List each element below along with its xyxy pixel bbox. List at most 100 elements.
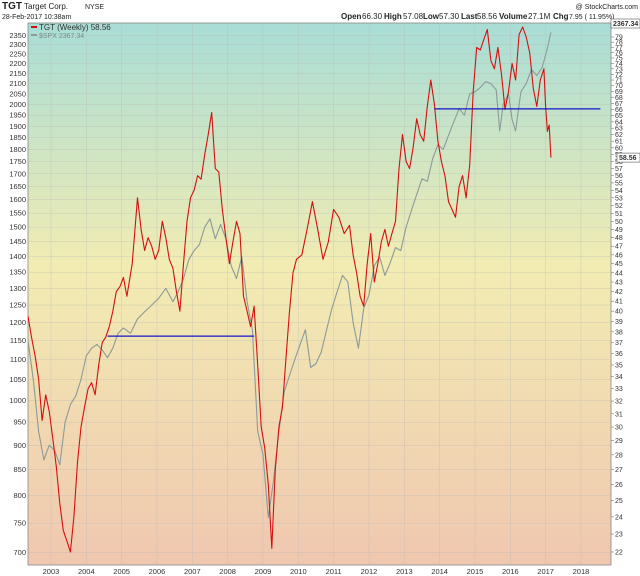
x-tick-label: 2006 xyxy=(149,567,166,576)
spx-last-tag: 2367.34 xyxy=(613,21,638,28)
x-tick-label: 2005 xyxy=(113,567,130,576)
right-tick-label: 52 xyxy=(615,203,623,210)
left-tick-label: 1200 xyxy=(9,318,26,327)
right-tick-label: 61 xyxy=(615,139,623,146)
low-value: 57.30 xyxy=(439,12,460,21)
right-tick-label: 41 xyxy=(615,299,623,306)
right-tick-label: 42 xyxy=(615,289,623,296)
right-tick-label: 58 xyxy=(615,159,623,166)
right-tick-label: 26 xyxy=(615,482,623,489)
series-layer xyxy=(28,26,552,553)
right-tick-label: 69 xyxy=(615,89,623,96)
x-tick-label: 2009 xyxy=(255,567,272,576)
right-tick-label: 39 xyxy=(615,319,623,326)
left-tick-label: 1100 xyxy=(10,355,26,364)
header-symbol: TGT xyxy=(2,1,22,12)
left-tick-label: 2050 xyxy=(9,89,26,98)
left-axis: 700 750 800 850 900 950 1000 1050 1100 1150 1200 12… xyxy=(9,31,26,557)
right-tick-label: 64 xyxy=(615,119,623,126)
right-tick-label: 76 xyxy=(615,50,623,57)
left-tick-label: 1850 xyxy=(9,133,26,142)
x-tick-label: 2011 xyxy=(326,567,342,576)
reference-lines xyxy=(107,108,601,337)
volume-label: Volume xyxy=(499,12,528,21)
right-tick-label: 29 xyxy=(615,438,623,445)
right-tick-label: 37 xyxy=(615,340,623,347)
tgt-series-line xyxy=(28,26,552,553)
right-tick-label: 75 xyxy=(615,55,623,62)
open-label: Open xyxy=(341,12,362,21)
x-tick-label: 2013 xyxy=(396,567,413,576)
right-tick-label: 43 xyxy=(615,280,623,287)
left-tick-label: 750 xyxy=(13,519,26,528)
right-tick-label: 70 xyxy=(615,83,623,90)
right-tick-label: 38 xyxy=(615,329,623,336)
left-tick-label: 2100 xyxy=(9,79,26,88)
spx-last-tag-box xyxy=(610,18,640,29)
left-tick-label: 1250 xyxy=(9,301,26,310)
legend: TGT (Weekly) 58.56 $SPX 2367.34 xyxy=(31,23,111,40)
tgt-last-tag: 58.56 xyxy=(619,155,637,162)
left-tick-label: 2200 xyxy=(9,59,26,68)
left-tick-label: 1150 xyxy=(10,336,26,345)
right-tick-label: 57 xyxy=(615,166,623,173)
low-label: Low xyxy=(423,12,440,21)
left-tick-label: 1750 xyxy=(9,157,26,166)
right-tick-label: 28 xyxy=(615,452,623,459)
left-tick-label: 2300 xyxy=(9,40,26,49)
right-tick-label: 56 xyxy=(615,173,623,180)
right-tick-label: 63 xyxy=(615,126,623,133)
left-tick-label: 2250 xyxy=(9,50,26,59)
left-tick-label: 1800 xyxy=(9,145,26,154)
x-tick-label: 2007 xyxy=(184,567,201,576)
right-tick-label: 47 xyxy=(615,244,623,251)
right-tick-label: 68 xyxy=(615,95,623,102)
right-tick-label: 60 xyxy=(615,145,623,152)
right-tick-label: 23 xyxy=(615,532,623,539)
header-date: 28-Feb-2017 10:38am xyxy=(2,14,71,21)
header-company: Target Corp. xyxy=(24,2,68,11)
left-tick-label: 950 xyxy=(13,418,26,427)
right-tick-label: 36 xyxy=(615,351,623,358)
left-tick-label: 1900 xyxy=(9,122,26,131)
left-tick-label: 1950 xyxy=(9,111,26,120)
right-tick-label: 49 xyxy=(615,227,623,234)
chg-label: Chg xyxy=(553,12,569,21)
left-tick-label: 850 xyxy=(13,465,26,474)
legend-entry-tgt: TGT (Weekly) 58.56 xyxy=(39,23,111,32)
x-tick-label: 2015 xyxy=(467,567,484,576)
right-tick-label: 27 xyxy=(615,467,623,474)
left-tick-label: 1700 xyxy=(9,169,26,178)
right-tick-label: 46 xyxy=(615,252,623,259)
x-tick-label: 2010 xyxy=(290,567,307,576)
right-tick-label: 67 xyxy=(615,101,623,108)
right-tick-label: 22 xyxy=(615,549,623,556)
x-tick-label: 2016 xyxy=(502,567,519,576)
right-tick-label: 25 xyxy=(615,498,623,505)
volume-value: 27.1M xyxy=(528,12,551,21)
right-tick-label: 77 xyxy=(615,45,623,52)
left-tick-label: 1450 xyxy=(9,237,26,246)
left-tick-label: 1350 xyxy=(9,268,26,277)
right-tick-label: 72 xyxy=(615,72,623,79)
x-tick-label: 2018 xyxy=(573,567,590,576)
right-tick-label: 78 xyxy=(615,40,623,47)
right-tick-label: 45 xyxy=(615,261,623,268)
high-label: High xyxy=(384,12,402,21)
right-tick-label: 48 xyxy=(615,235,623,242)
watermark: @ StockCharts.com xyxy=(576,4,639,11)
last-value: 58.56 xyxy=(477,12,498,21)
right-tick-label: 50 xyxy=(615,219,623,226)
left-tick-label: 800 xyxy=(13,491,26,500)
right-tick-label: 44 xyxy=(615,270,623,277)
x-tick-label: 2003 xyxy=(43,567,60,576)
right-tick-label: 32 xyxy=(615,399,623,406)
chg-value: 7.95 ( 11.95%) xyxy=(569,14,614,21)
right-tick-label: 34 xyxy=(615,374,623,381)
x-tick-label: 2012 xyxy=(361,567,378,576)
right-tick-label: 24 xyxy=(615,514,623,521)
right-tick-label: 31 xyxy=(615,411,623,418)
right-tick-label: 51 xyxy=(615,211,623,218)
left-tick-label: 1500 xyxy=(9,223,26,232)
